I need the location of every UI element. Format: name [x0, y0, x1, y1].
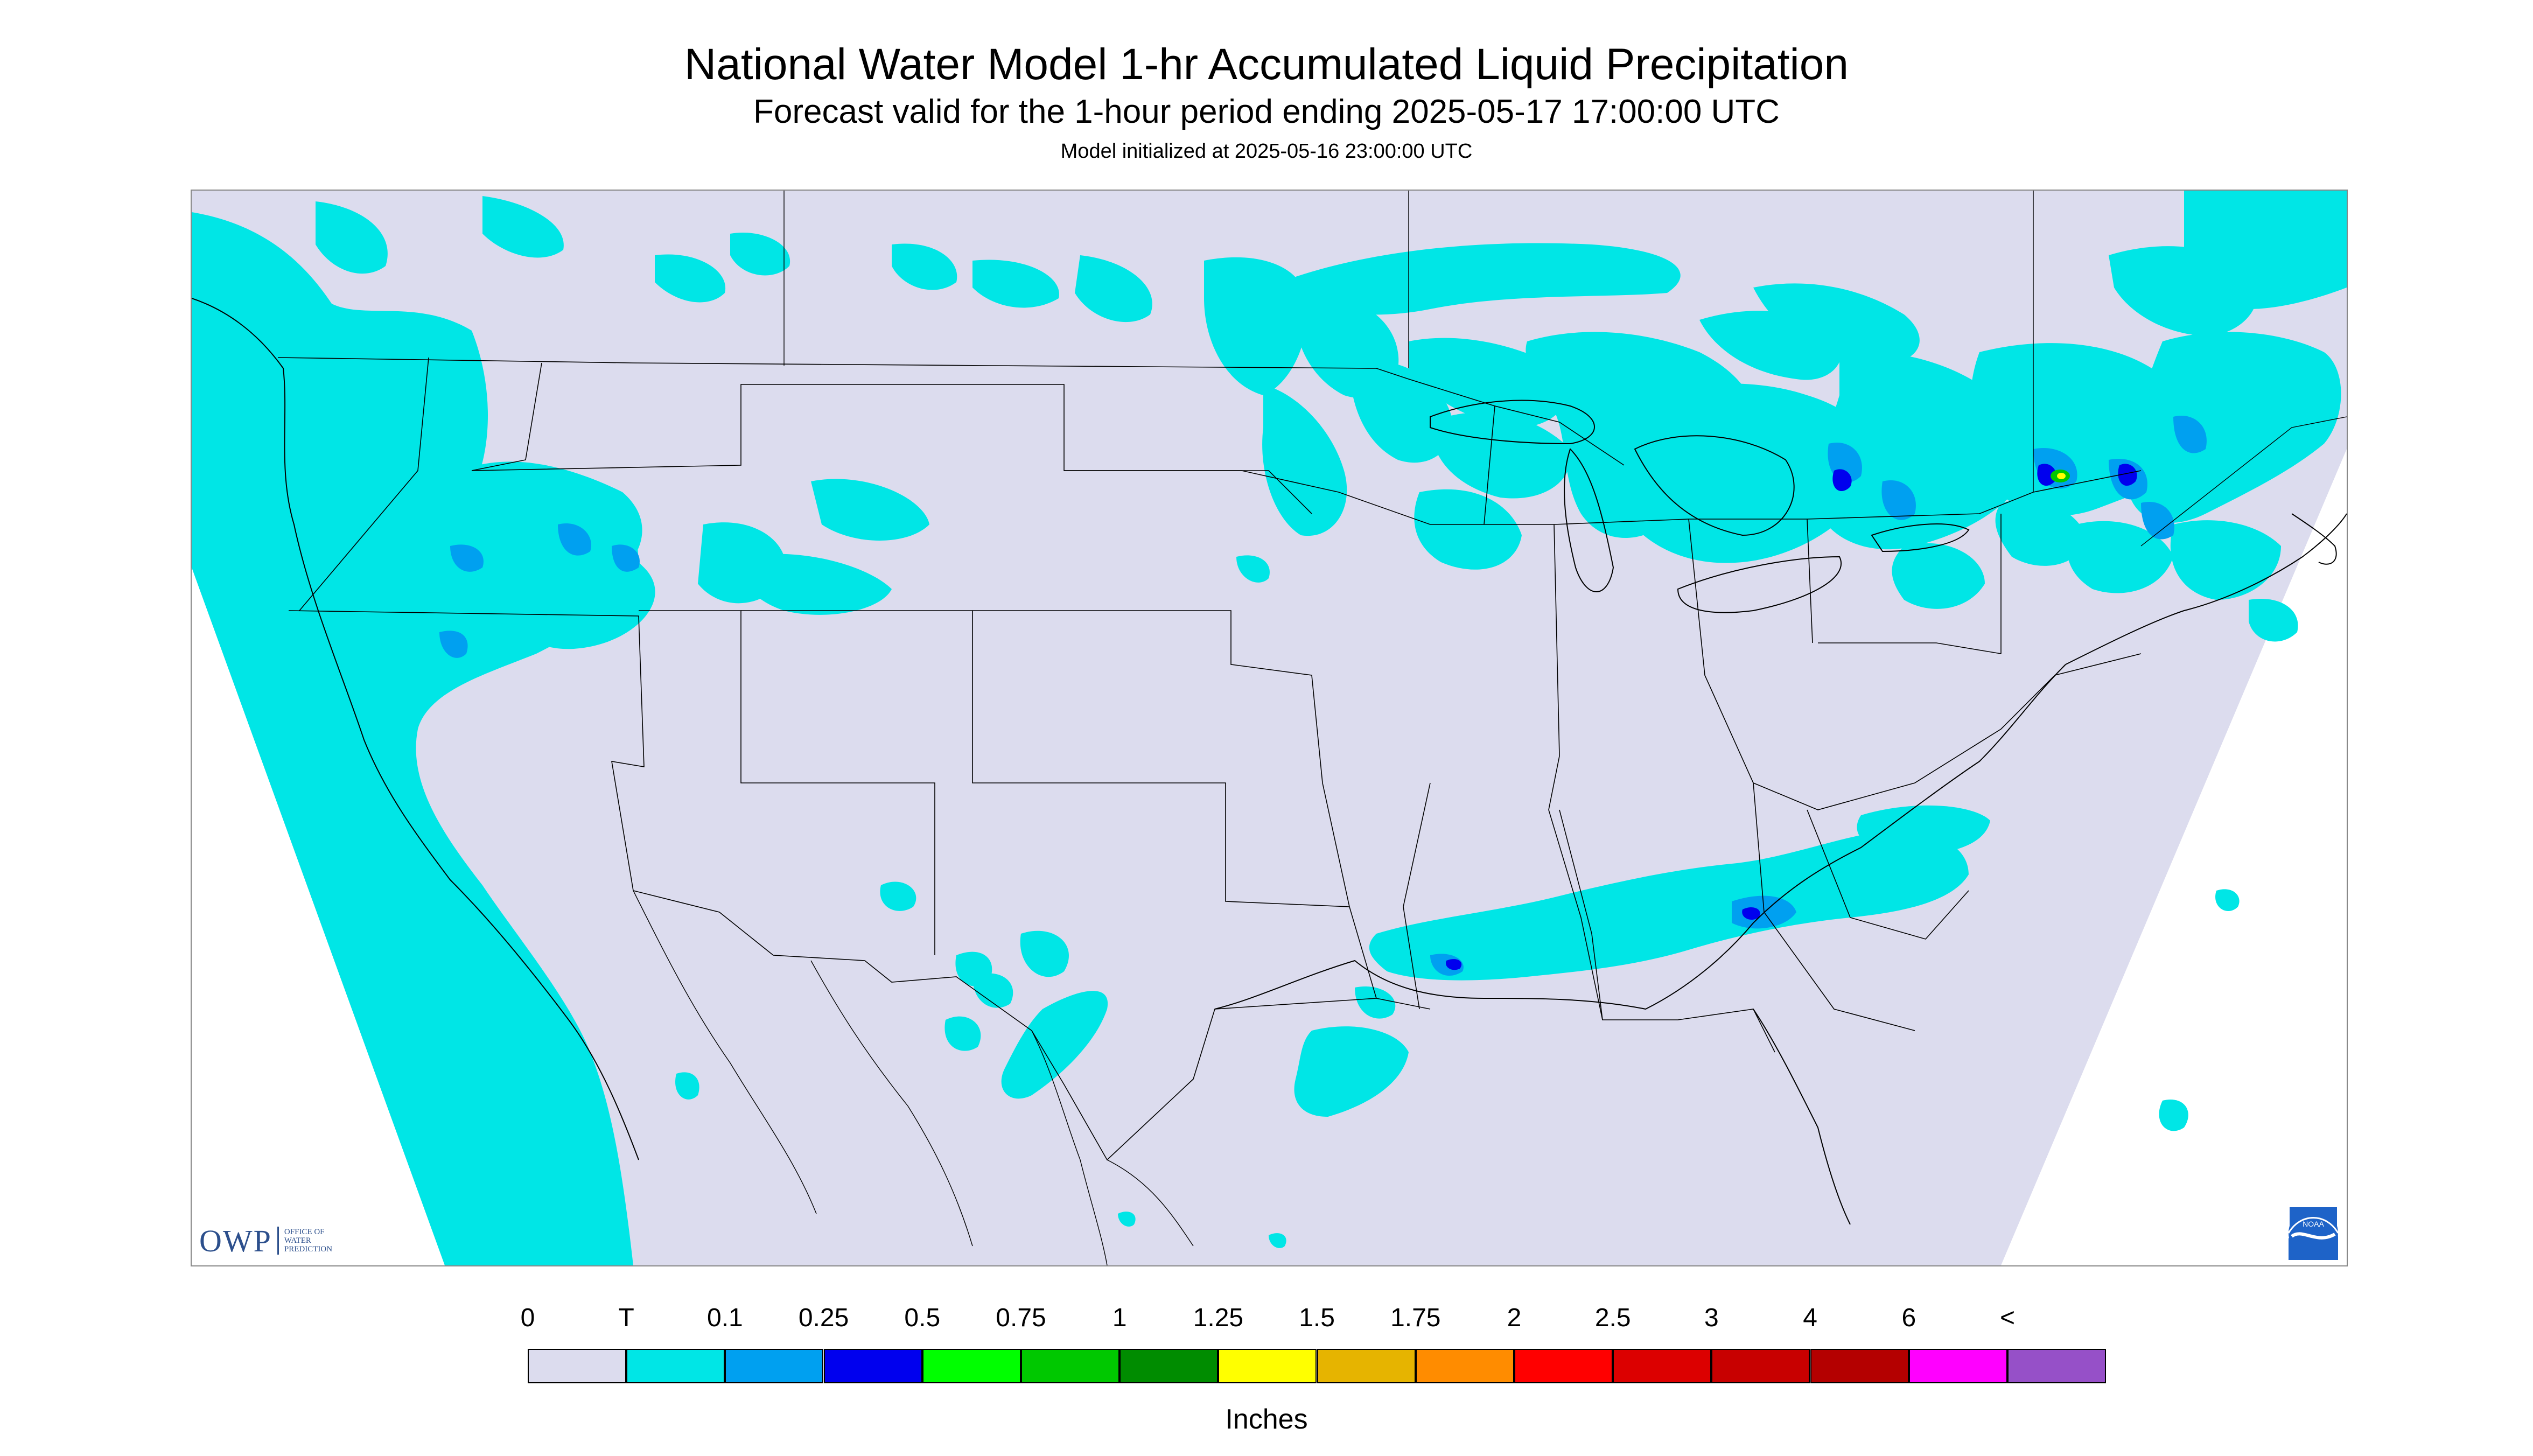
- legend-label: 2: [1507, 1304, 1522, 1332]
- owp-logo: OWP OFFICE OF WATER PREDICTION: [199, 1223, 332, 1258]
- legend-label: 1: [1112, 1304, 1127, 1332]
- legend-label: 1.75: [1390, 1304, 1441, 1332]
- precip-trace-areas: [192, 191, 2347, 1265]
- coastlines: [192, 298, 2347, 1225]
- legend-swatch: [1711, 1349, 1810, 1383]
- state-boundaries: [277, 357, 2142, 1161]
- owp-logo-word-3: PREDICTION: [284, 1245, 333, 1254]
- legend-label: 2.5: [1594, 1304, 1631, 1332]
- model-init-line: Model initialized at 2025-05-16 23:00:00…: [1060, 140, 1473, 163]
- precip-heavy-cells: [2051, 470, 2070, 482]
- legend-swatch: [823, 1349, 922, 1383]
- legend-swatch: [1218, 1349, 1317, 1383]
- map-title: National Water Model 1-hr Accumulated Li…: [684, 40, 1849, 89]
- legend-swatch: [1908, 1349, 2007, 1383]
- legend-label: 0.5: [904, 1304, 941, 1332]
- owp-logo-letters: OWP: [199, 1223, 272, 1258]
- legend-label: 0.25: [798, 1304, 849, 1332]
- legend-swatch: [1021, 1349, 1119, 1383]
- legend-label: <: [1999, 1304, 2016, 1332]
- legend-swatch: [725, 1349, 824, 1383]
- legend-swatch: [922, 1349, 1021, 1383]
- legend-label: 1.5: [1299, 1304, 1335, 1332]
- legend-swatch: [1810, 1349, 1909, 1383]
- legend-label: 0.75: [996, 1304, 1046, 1332]
- legend-label: 4: [1803, 1304, 1817, 1332]
- noaa-logo-text: NOAA: [2303, 1220, 2324, 1228]
- legend-swatch: [1119, 1349, 1219, 1383]
- legend-swatch: [1514, 1349, 1613, 1383]
- legend-swatch: [626, 1349, 725, 1383]
- legend-swatch: [1415, 1349, 1514, 1383]
- owp-logo-words: OFFICE OF WATER PREDICTION: [284, 1228, 332, 1254]
- legend-swatch: [528, 1349, 626, 1383]
- noaa-logo-icon: NOAA: [2286, 1206, 2340, 1260]
- legend-label: 0: [520, 1304, 535, 1332]
- international-borders: [633, 191, 2347, 1265]
- owp-logo-word-1: OFFICE OF: [284, 1228, 325, 1236]
- legend-label: 0.1: [707, 1304, 743, 1332]
- precipitation-map: OWP OFFICE OF WATER PREDICTION NOAA: [191, 190, 2348, 1266]
- legend-swatch: [1613, 1349, 1712, 1383]
- legend-label: 1.25: [1193, 1304, 1244, 1332]
- legend-label: 3: [1704, 1304, 1719, 1332]
- owp-logo-divider: [277, 1227, 279, 1255]
- owp-logo-word-2: WATER: [284, 1236, 311, 1245]
- map-canvas: OWP OFFICE OF WATER PREDICTION NOAA: [192, 191, 2347, 1265]
- legend-label: T: [618, 1304, 634, 1332]
- map-subtitle: Forecast valid for the 1-hour period end…: [753, 93, 1780, 130]
- legend-label: 6: [1901, 1304, 1916, 1332]
- great-lakes: [1430, 400, 1970, 613]
- legend-units: Inches: [1225, 1404, 1308, 1435]
- legend-swatch: [2007, 1349, 2106, 1383]
- precip-moderate-areas: [1446, 464, 2137, 970]
- legend-swatch: [1317, 1349, 1416, 1383]
